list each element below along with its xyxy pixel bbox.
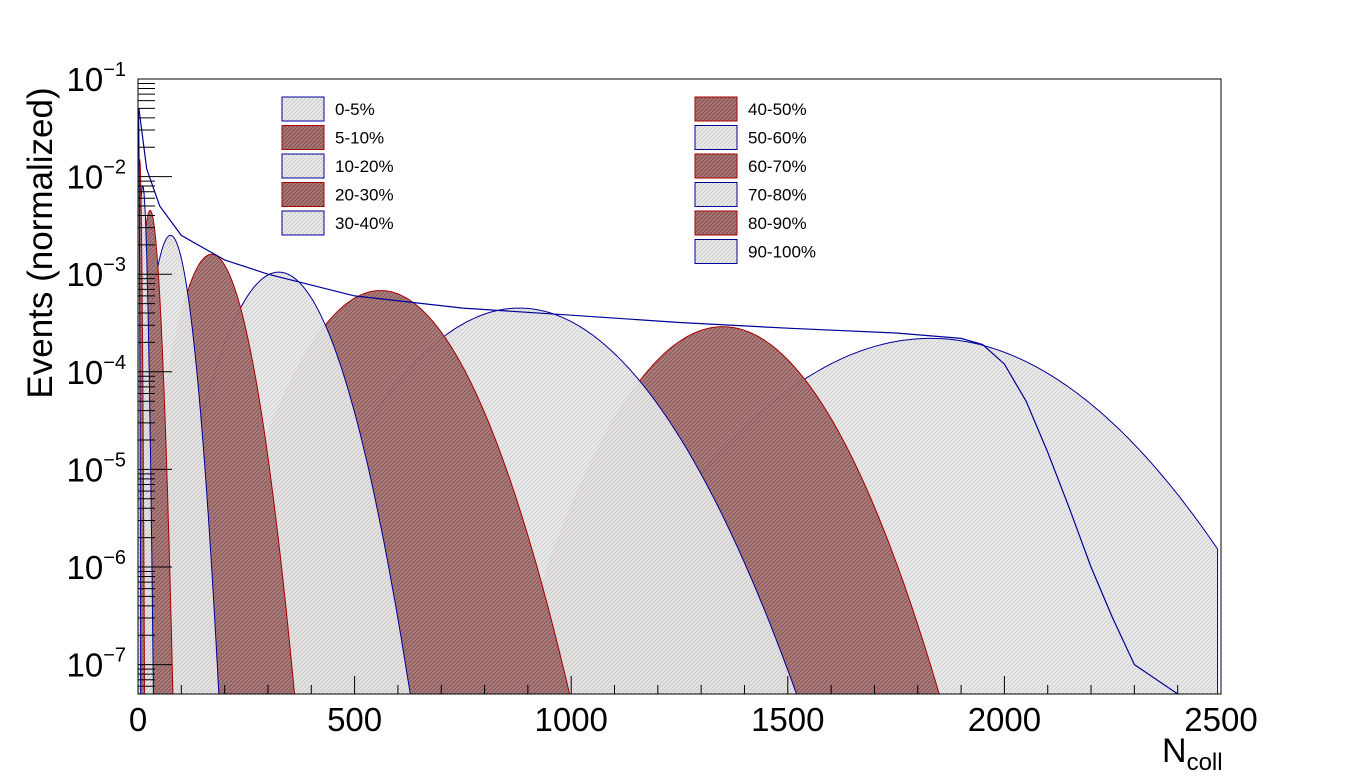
legend-entry: 20-30% [281,182,394,207]
legend-label: 40-50% [748,100,807,119]
legend-entry: 60-70% [694,153,807,179]
y-tick-exponent: −1 [103,59,126,81]
y-axis: 10−710−610−510−410−310−210−1 [66,59,172,695]
legend-swatch [694,182,738,207]
y-tick-base: 10 [66,354,103,391]
y-tick-base: 10 [66,549,103,586]
x-tick-label: 0 [129,701,147,738]
x-tick-label: 1000 [534,701,607,738]
legend-label: 30-40% [335,214,394,233]
y-tick-exponent: −2 [103,157,126,179]
y-tick-label: 10−4 [66,352,126,391]
envelope-layer [138,108,1179,694]
legend-entry: 5-10% [281,125,384,150]
x-tick-label: 1500 [751,701,824,738]
legend-swatch [694,96,738,122]
legend-swatch [281,96,325,122]
y-tick-exponent: −5 [103,449,126,471]
legend-entry: 40-50% [694,96,807,122]
y-tick-label: 10−7 [66,645,126,684]
x-tick-label: 2500 [1184,701,1257,738]
x-axis-title: Ncoll [1162,732,1223,776]
legend-label: 0-5% [335,100,375,119]
legend-label: 10-20% [335,157,394,176]
y-tick-exponent: −3 [103,254,126,276]
y-tick-base: 10 [66,256,103,293]
legend-label: 5-10% [335,129,384,148]
legend-swatch [281,125,325,150]
y-tick-label: 10−2 [66,157,126,196]
x-tick-label: 2000 [968,701,1041,738]
legend-swatch [281,153,325,179]
y-tick-label: 10−1 [66,59,126,98]
legend-entry: 90-100% [694,239,816,264]
legend-label: 90-100% [748,243,816,262]
y-tick-exponent: −4 [103,352,126,374]
legend-swatch [694,125,738,150]
legend-entry: 80-90% [694,210,807,236]
series-layer [138,108,1219,694]
legend-swatch [281,182,325,207]
legend-entry: 70-80% [694,182,807,207]
legend-swatch [281,210,325,236]
legend-label: 60-70% [748,157,807,176]
x-tick-label: 500 [327,701,382,738]
legend-entry: 30-40% [281,210,394,236]
y-tick-label: 10−5 [66,449,126,488]
total-envelope-line [138,108,1179,694]
legend-swatch [694,239,738,264]
legend: 0-5% 5-10% 10-20% 20-30% 30-40% 40-50% 50-60% 6… [281,96,816,264]
legend-label: 50-60% [748,129,807,148]
legend-label: 80-90% [748,214,807,233]
legend-label: 70-80% [748,186,807,205]
legend-swatch [694,210,738,236]
legend-entry: 10-20% [281,153,394,179]
legend-label: 20-30% [335,186,394,205]
y-tick-base: 10 [66,61,103,98]
y-tick-base: 10 [66,647,103,684]
y-tick-base: 10 [66,451,103,488]
x-axis: 0 500 1000 1500 2000 2500 [129,676,1258,738]
x-axis-title-sub: coll [1187,749,1223,776]
x-axis-title-main: N [1162,732,1187,770]
legend-swatch [694,153,738,179]
legend-entry: 50-60% [694,125,807,150]
y-tick-label: 10−6 [66,547,126,586]
y-axis-title: Events (normalized) [21,87,60,398]
legend-entry: 0-5% [281,96,375,122]
y-tick-exponent: −6 [103,547,126,569]
y-tick-label: 10−3 [66,254,126,293]
y-tick-base: 10 [66,159,103,196]
y-tick-exponent: −7 [103,645,126,667]
